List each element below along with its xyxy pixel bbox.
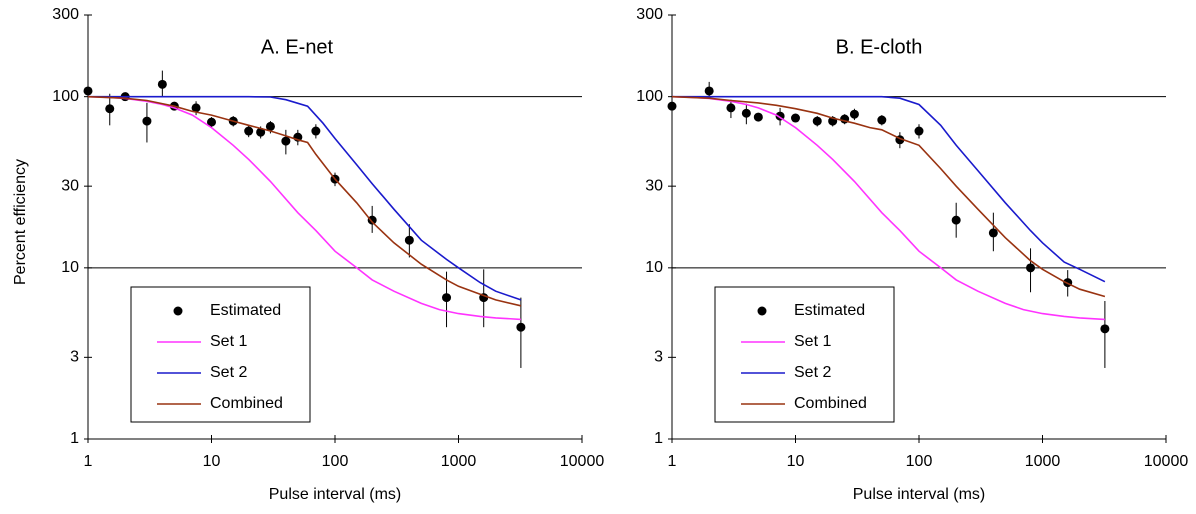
x-tick-label: 1000 bbox=[441, 453, 477, 470]
x-axis-title: Pulse interval (ms) bbox=[853, 486, 985, 503]
data-point bbox=[265, 121, 275, 131]
series-line-set-2 bbox=[88, 95, 522, 301]
data-point bbox=[442, 293, 452, 303]
y-tick-label: 100 bbox=[52, 88, 79, 105]
data-point bbox=[667, 101, 677, 111]
data-point bbox=[812, 116, 822, 126]
data-point bbox=[256, 127, 266, 137]
data-point bbox=[877, 115, 887, 125]
data-point bbox=[791, 113, 800, 123]
x-tick-label: 1 bbox=[668, 453, 677, 470]
y-tick-label: 30 bbox=[645, 177, 663, 194]
legend-label: Estimated bbox=[210, 302, 281, 319]
data-point bbox=[704, 86, 714, 96]
legend-marker-estimated bbox=[757, 306, 767, 316]
data-point bbox=[726, 103, 736, 113]
data-point bbox=[367, 215, 377, 225]
y-tick-label: 300 bbox=[52, 6, 79, 23]
data-point bbox=[311, 126, 321, 136]
series-line-combined bbox=[87, 95, 522, 307]
data-point bbox=[1100, 324, 1110, 334]
data-point bbox=[404, 235, 414, 245]
data-point bbox=[741, 108, 751, 118]
data-point bbox=[914, 126, 924, 136]
legend-box bbox=[130, 286, 311, 423]
data-point bbox=[157, 79, 167, 89]
y-tick-label: 300 bbox=[636, 6, 663, 23]
y-tick-label: 1 bbox=[654, 430, 663, 447]
y-tick-label: 3 bbox=[70, 349, 79, 366]
x-tick-label: 1000 bbox=[1025, 453, 1061, 470]
panel-title: B. E-cloth bbox=[836, 36, 923, 58]
series-line-set-1 bbox=[671, 95, 1105, 321]
x-tick-label: 100 bbox=[322, 453, 349, 470]
x-tick-label: 10000 bbox=[560, 453, 605, 470]
legend-label: Estimated bbox=[794, 302, 865, 319]
y-tick-label: 30 bbox=[61, 177, 79, 194]
x-tick-label: 10 bbox=[203, 453, 221, 470]
y-tick-label: 100 bbox=[636, 88, 663, 105]
data-point bbox=[281, 136, 291, 146]
x-tick-label: 100 bbox=[906, 453, 933, 470]
series-line-set-1 bbox=[87, 95, 521, 321]
data-point bbox=[1026, 263, 1036, 273]
y-tick-label: 3 bbox=[654, 349, 663, 366]
legend-box bbox=[714, 286, 895, 423]
legend-label: Set 1 bbox=[794, 333, 831, 350]
data-point bbox=[753, 112, 763, 122]
data-point bbox=[207, 117, 216, 127]
data-point bbox=[988, 228, 998, 238]
legend: Estimated Set 1 Set 2 Combined bbox=[130, 286, 311, 423]
x-axis-title: Pulse interval (ms) bbox=[269, 486, 401, 503]
legend-marker-estimated bbox=[173, 306, 183, 316]
series-line-combined bbox=[671, 95, 1106, 298]
data-point bbox=[142, 116, 152, 126]
x-tick-label: 1 bbox=[84, 453, 93, 470]
data-point bbox=[191, 103, 201, 113]
y-tick-label: 10 bbox=[61, 259, 79, 276]
data-point bbox=[849, 109, 859, 119]
x-tick-label: 10000 bbox=[1144, 453, 1189, 470]
series-line-set-2 bbox=[672, 95, 1106, 283]
legend-label: Set 1 bbox=[210, 333, 247, 350]
panel-title: A. E-net bbox=[261, 36, 334, 58]
data-point bbox=[244, 126, 254, 136]
data-point bbox=[83, 86, 93, 96]
legend: Estimated Set 1 Set 2 Combined bbox=[714, 286, 895, 423]
data-point bbox=[516, 322, 526, 332]
data-point bbox=[951, 215, 961, 225]
x-tick-label: 10 bbox=[787, 453, 805, 470]
y-tick-label: 1 bbox=[70, 430, 79, 447]
data-point bbox=[105, 104, 115, 114]
legend-label: Combined bbox=[794, 395, 867, 412]
panel-e-cloth: 1 3 10 30 100 300 1 10 100 1000 10000 Pulse interva… bbox=[636, 6, 1188, 503]
legend-label: Set 2 bbox=[210, 364, 247, 381]
legend-label: Combined bbox=[210, 395, 283, 412]
y-tick-label: 10 bbox=[645, 259, 663, 276]
panel-e-net: 1 3 10 30 100 300 1 10 100 1000 10000 Pulse interva… bbox=[52, 6, 604, 503]
legend-label: Set 2 bbox=[794, 364, 831, 381]
y-axis-title: Percent efficiency bbox=[12, 159, 29, 285]
